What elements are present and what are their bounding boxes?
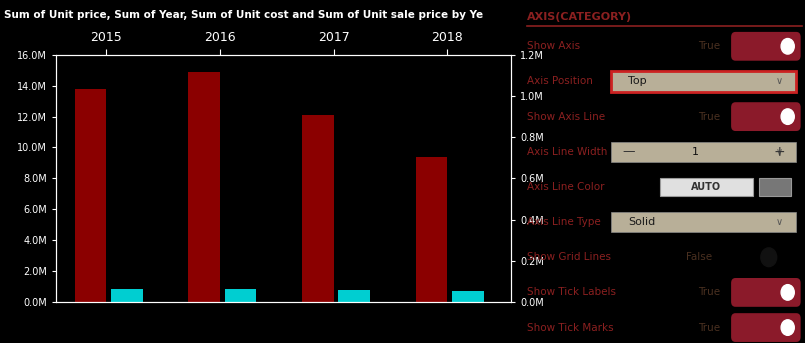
Bar [452,291,484,302]
Text: True: True [698,322,720,333]
Bar [302,115,334,302]
Text: Top: Top [628,76,647,86]
FancyBboxPatch shape [731,313,801,342]
Bar [338,290,370,302]
Text: ∨: ∨ [775,217,782,227]
Circle shape [781,320,795,335]
Text: True: True [698,41,720,51]
Bar [415,157,448,302]
Text: Show Tick Labels: Show Tick Labels [526,287,616,297]
Text: Axis Position: Axis Position [526,76,592,86]
Circle shape [781,285,795,300]
Circle shape [761,248,777,267]
Bar [75,89,106,302]
FancyBboxPatch shape [731,278,801,307]
FancyBboxPatch shape [731,102,801,131]
Text: 1: 1 [691,147,699,157]
Text: Show Tick Marks: Show Tick Marks [526,322,613,333]
FancyBboxPatch shape [611,212,796,232]
FancyBboxPatch shape [731,32,801,61]
Circle shape [781,109,795,125]
Circle shape [781,38,795,54]
Text: Axis Line Width: Axis Line Width [526,147,607,157]
Text: ∨: ∨ [775,76,782,86]
Text: AXIS(CATEGORY): AXIS(CATEGORY) [526,12,632,22]
FancyBboxPatch shape [758,178,791,196]
Text: True: True [698,287,720,297]
Text: AUTO: AUTO [691,182,721,192]
Text: ∨: ∨ [775,147,782,157]
Text: Show Axis Line: Show Axis Line [526,111,605,122]
Text: Axis Line Type: Axis Line Type [526,217,601,227]
Text: Show Axis: Show Axis [526,41,580,51]
Text: Sum of Unit price, Sum of Year, Sum of Unit cost and Sum of Unit sale price by Y: Sum of Unit price, Sum of Year, Sum of U… [4,10,483,20]
Text: False: False [686,252,712,262]
Bar [188,72,220,302]
Text: +: + [773,145,785,159]
Text: Show Grid Lines: Show Grid Lines [526,252,611,262]
FancyBboxPatch shape [611,142,796,162]
Text: Axis Line Color: Axis Line Color [526,182,605,192]
FancyBboxPatch shape [611,71,796,92]
Text: —: — [622,145,635,158]
Text: Solid: Solid [628,217,655,227]
FancyBboxPatch shape [660,178,753,196]
Bar [111,289,142,302]
Bar [225,289,257,302]
Text: True: True [698,111,720,122]
